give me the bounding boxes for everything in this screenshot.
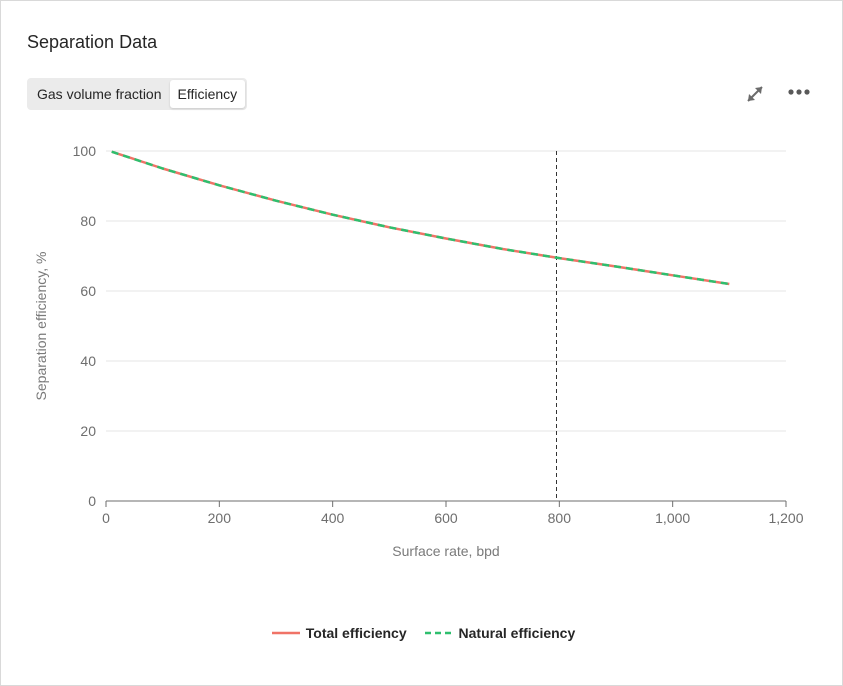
series-line-natural-efficiency (111, 150, 730, 286)
more-horizontal-icon (788, 89, 810, 95)
legend-label-total: Total efficiency (305, 625, 407, 641)
x-tick-label: 400 (321, 510, 345, 526)
expand-arrows-icon (747, 86, 763, 102)
y-axis-title: Separation efficiency, % (33, 252, 49, 401)
efficiency-chart: 0 20 40 60 80 100 0 200 400 600 800 1,000 1,200 Surfa… (33, 143, 804, 559)
y-tick-label: 20 (80, 423, 96, 439)
more-options-button[interactable] (787, 82, 813, 102)
expand-button[interactable] (743, 82, 767, 106)
y-tick-label: 80 (80, 213, 96, 229)
x-tick-label: 1,000 (655, 510, 690, 526)
y-tick-label: 60 (80, 283, 96, 299)
legend-swatch-natural (424, 631, 453, 635)
view-toggle: Gas volume fraction Efficiency (27, 78, 248, 110)
x-tick-label: 800 (548, 510, 572, 526)
y-tick-label: 100 (73, 143, 97, 159)
series-line-total-efficiency (111, 150, 730, 286)
x-axis-title: Surface rate, bpd (392, 543, 499, 559)
tab-gas-volume-fraction[interactable]: Gas volume fraction (37, 86, 162, 102)
x-tick-label: 200 (208, 510, 232, 526)
y-tick-label: 0 (88, 493, 96, 509)
x-tick-label: 600 (434, 510, 458, 526)
legend-swatch-total (271, 631, 300, 635)
y-tick-label: 40 (80, 353, 96, 369)
chart-legend: Total efficiency Natural efficiency (1, 625, 843, 642)
x-tick-label: 1,200 (768, 510, 803, 526)
legend-label-natural: Natural efficiency (458, 625, 576, 641)
legend-item-natural[interactable]: Natural efficiency (423, 625, 576, 641)
legend-item-total[interactable]: Total efficiency (270, 625, 407, 641)
card-title: Separation Data (27, 32, 158, 52)
x-tick-label: 0 (102, 510, 110, 526)
tab-efficiency[interactable]: Efficiency (169, 80, 246, 108)
